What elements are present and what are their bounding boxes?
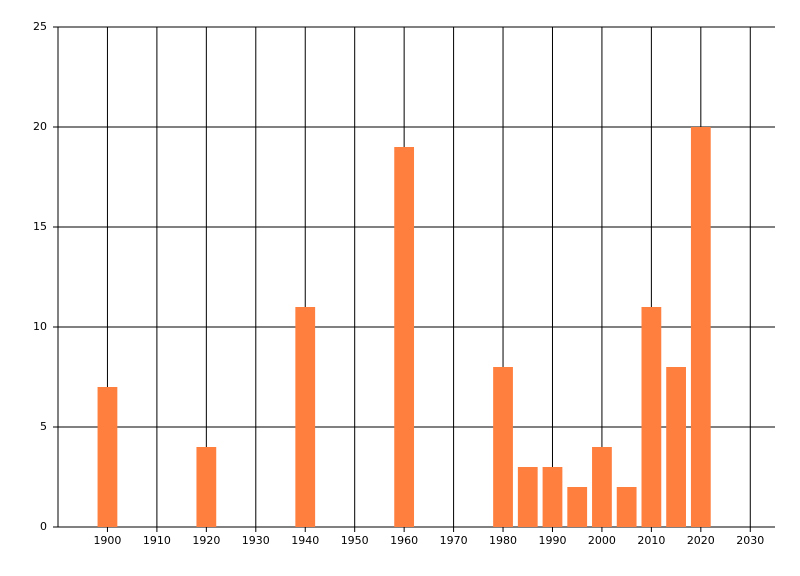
x-tick-label: 1940 xyxy=(291,534,319,547)
bar xyxy=(394,147,415,527)
x-tick-label: 2030 xyxy=(736,534,764,547)
bar xyxy=(517,467,538,527)
x-tick-label: 2000 xyxy=(588,534,616,547)
bar xyxy=(196,447,217,527)
x-tick-label: 2020 xyxy=(687,534,715,547)
bar xyxy=(616,487,637,527)
bar xyxy=(295,307,316,527)
x-tick-label: 1990 xyxy=(538,534,566,547)
x-tick-label: 1950 xyxy=(341,534,369,547)
bar xyxy=(97,387,118,527)
bar xyxy=(690,127,711,527)
y-tick-label: 25 xyxy=(33,20,47,33)
x-tick-label: 2010 xyxy=(637,534,665,547)
y-tick-label: 15 xyxy=(33,220,47,233)
x-tick-label: 1910 xyxy=(143,534,171,547)
y-tick-label: 10 xyxy=(33,320,47,333)
x-tick-label: 1970 xyxy=(440,534,468,547)
bar xyxy=(641,307,662,527)
bar xyxy=(567,487,588,527)
bar xyxy=(493,367,513,527)
bar xyxy=(542,467,563,527)
x-tick-label: 1920 xyxy=(192,534,220,547)
y-tick-label: 0 xyxy=(40,520,47,533)
x-tick-label: 1930 xyxy=(242,534,270,547)
y-tick-label: 5 xyxy=(40,420,47,433)
y-tick-label: 20 xyxy=(33,120,47,133)
x-tick-label: 1960 xyxy=(390,534,418,547)
bar xyxy=(592,447,612,527)
x-tick-label: 1900 xyxy=(93,534,121,547)
bar xyxy=(666,367,686,527)
x-tick-label: 1980 xyxy=(489,534,517,547)
